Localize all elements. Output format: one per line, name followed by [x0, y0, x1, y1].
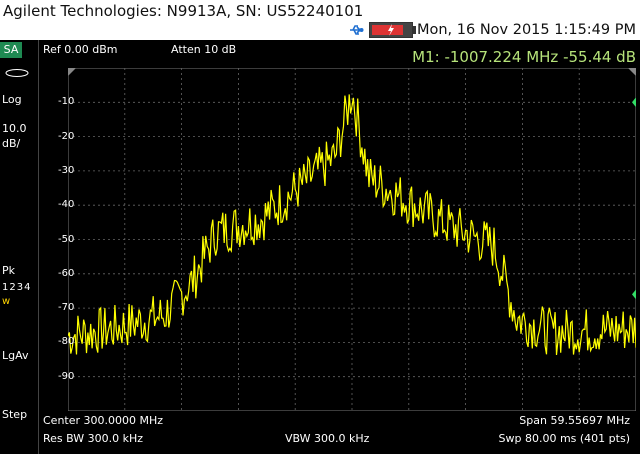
sweep-time[interactable]: Swp 80.00 ms (401 pts) [498, 432, 631, 445]
y-tick-label: -10 [58, 96, 75, 108]
marker-diamond-icon [632, 97, 636, 108]
trace-mode: w [2, 296, 11, 307]
resolution-bandwidth[interactable]: Res BW 300.0 kHz [43, 432, 144, 445]
usb-icon [349, 25, 364, 35]
y-tick-label: -80 [58, 336, 75, 348]
status-area: Mon, 16 Nov 2015 1:15:49 PM [349, 21, 636, 39]
scale-type-label[interactable]: Log [2, 93, 22, 106]
ref-level[interactable]: Ref 0.00 dBm [43, 43, 118, 56]
y-tick-label: -70 [58, 302, 75, 314]
date-time: Mon, 16 Nov 2015 1:15:49 PM [416, 22, 636, 38]
scale-unit-label: dB/ [2, 137, 21, 150]
battery-level-fill [371, 25, 403, 35]
scale-value-label[interactable]: 10.0 [2, 122, 27, 135]
charging-bolt-icon [387, 24, 394, 36]
y-tick-label: -50 [58, 233, 75, 245]
detector-label[interactable]: Pk [2, 264, 16, 277]
span[interactable]: Span 59.55697 MHz [519, 414, 630, 427]
y-tick-label: -30 [58, 164, 75, 176]
y-tick-label: -40 [58, 199, 75, 211]
marker-diamond-icon [632, 289, 636, 300]
y-tick-label: -60 [58, 267, 75, 279]
marker-readout: M1: -1007.224 MHz -55.44 dB [412, 48, 636, 66]
mode-badge[interactable]: SA [0, 42, 22, 58]
trace-numbers[interactable]: 1234 [2, 282, 32, 293]
step-label[interactable]: Step [2, 408, 28, 421]
video-bandwidth[interactable]: VBW 300.0 kHz [285, 432, 370, 445]
corner-marker-icon [68, 68, 76, 76]
spectrum-trace [68, 94, 636, 356]
attenuation[interactable]: Atten 10 dB [171, 43, 237, 56]
left-softkey-panel: SA Log 10.0 dB/ Pk 1234 w LgAv Step [0, 40, 39, 454]
y-tick-label: -90 [58, 370, 75, 382]
corner-marker-icon [628, 68, 636, 76]
instrument-title: Agilent Technologies: N9913A, SN: US5224… [3, 2, 364, 20]
scale-indicator-icon [5, 69, 29, 77]
battery-icon [368, 22, 416, 38]
measurement-settings-bar: Ref 0.00 dBm Atten 10 dB M1: -1007.224 M… [40, 40, 640, 66]
y-tick-label: -20 [58, 130, 75, 142]
center-frequency[interactable]: Center 300.0000 MHz [43, 414, 164, 427]
title-bar: Agilent Technologies: N9913A, SN: US5224… [0, 0, 640, 40]
average-label[interactable]: LgAv [2, 349, 29, 362]
spectrum-plot[interactable] [68, 68, 636, 411]
